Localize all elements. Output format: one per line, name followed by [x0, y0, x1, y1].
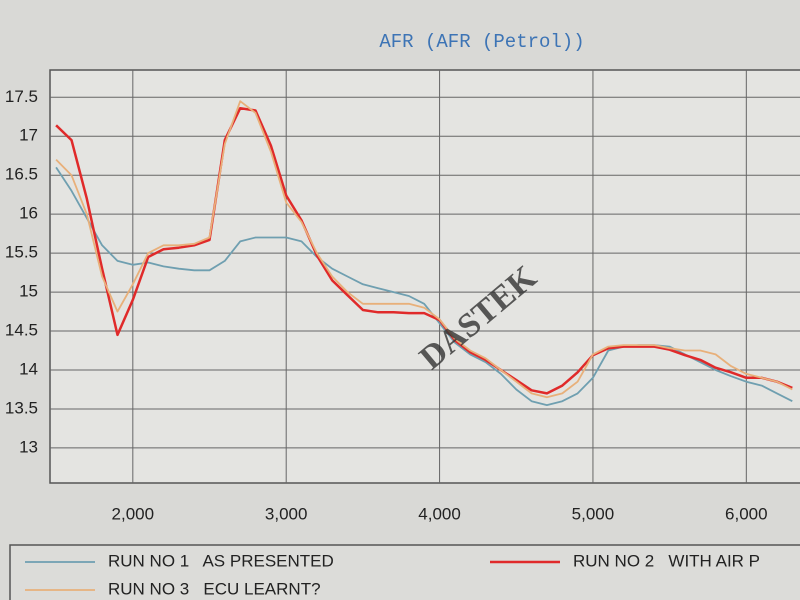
y-tick-label: 16.5 — [5, 165, 38, 184]
y-tick-label: 15.5 — [5, 243, 38, 262]
series-line — [55, 106, 793, 395]
y-tick-label: 15 — [19, 282, 38, 301]
legend-label: RUN NO 2 WITH AIR P — [573, 551, 760, 570]
legend-label: RUN NO 3 ECU LEARNT? — [108, 579, 321, 598]
y-tick-label: 17.5 — [5, 87, 38, 106]
chart-title: AFR (AFR (Petrol)) — [379, 31, 584, 53]
legend — [9, 544, 800, 600]
x-tick-label: 5,000 — [572, 504, 615, 523]
y-tick-label: 13.5 — [5, 398, 38, 417]
x-tick-label: 2,000 — [112, 504, 155, 523]
legend-label: RUN NO 1 AS PRESENTED — [108, 551, 334, 570]
series-line — [55, 166, 793, 406]
y-tick-label: 14.5 — [5, 321, 38, 340]
y-tick-label: 14 — [19, 359, 38, 378]
x-tick-label: 6,000 — [725, 504, 768, 523]
series — [55, 100, 793, 406]
y-tick-label: 17 — [19, 126, 38, 145]
x-tick-label: 4,000 — [418, 504, 461, 523]
x-tick-label: 3,000 — [265, 504, 308, 523]
y-tick-label: 13 — [19, 437, 38, 456]
series-line — [55, 100, 793, 399]
plot-area — [49, 69, 800, 484]
grid — [50, 70, 800, 483]
y-tick-label: 16 — [19, 204, 38, 223]
